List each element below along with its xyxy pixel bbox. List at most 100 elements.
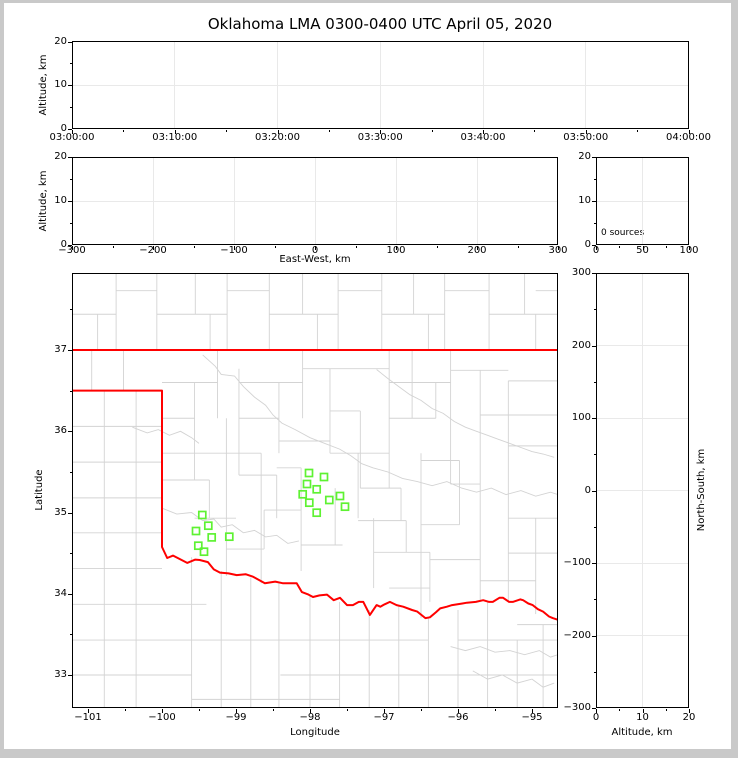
y-tick-major (68, 431, 72, 433)
x-tick-minor (355, 246, 357, 248)
y-tick-minor (594, 599, 596, 601)
county-river-line (472, 670, 555, 688)
y-tick-major (68, 512, 72, 514)
tick-label: 200 (467, 245, 487, 256)
y-tick-minor (70, 634, 72, 636)
tick-label: −200 (563, 629, 591, 641)
county-river-line (132, 426, 200, 444)
tick-label: 300 (571, 267, 591, 278)
gridline-h (72, 84, 689, 86)
lma-station-marker (302, 479, 312, 489)
x-tick-major (72, 246, 73, 250)
x-tick-minor (328, 130, 330, 132)
lma-station-marker (298, 489, 308, 499)
x-tick-minor (665, 709, 667, 711)
y-tick-major (68, 675, 72, 676)
tick-label: 100 (679, 245, 699, 256)
lma-station-marker (312, 484, 322, 494)
y-tick-major (592, 563, 596, 564)
x-tick-minor (534, 130, 536, 132)
tick-label: 20 (682, 712, 696, 723)
y-tick-minor (594, 454, 596, 456)
y-tick-major (592, 245, 596, 246)
x-tick-minor (273, 709, 274, 711)
y-tick-minor (70, 390, 72, 392)
tick-label: −99 (225, 712, 247, 723)
y-tick-minor (70, 107, 72, 109)
tick-label: 03:20:00 (255, 132, 300, 143)
time-height-panel (72, 41, 689, 129)
x-tick-minor (436, 246, 438, 248)
tick-label: −300 (563, 702, 591, 713)
plot-title: Oklahoma LMA 0300-0400 UTC April 05, 202… (207, 15, 553, 33)
tick-label: 0 (592, 712, 600, 723)
y-tick-major (68, 201, 72, 202)
y-tick-minor (70, 471, 72, 473)
tick-label: −200 (139, 245, 167, 256)
tick-label: 37 (54, 344, 67, 355)
tick-label: 35 (54, 506, 67, 518)
x-tick-major (88, 709, 89, 713)
tick-label: 10 (54, 195, 67, 206)
y-tick-minor (70, 309, 72, 311)
x-tick-minor (123, 130, 125, 132)
y-tick-major (592, 635, 596, 637)
gridline-h (596, 635, 689, 636)
y-tick-minor (594, 526, 596, 528)
lma-station-marker (207, 533, 217, 542)
tick-label: 300 (548, 245, 568, 256)
tick-label: 04:00:00 (666, 132, 711, 143)
tick-label: 20 (578, 151, 591, 162)
y-tick-major (592, 345, 596, 347)
lma-station-marker (304, 468, 314, 478)
tick-label: 10 (578, 195, 591, 206)
ew-height-panel (72, 157, 558, 245)
lma-station-marker (312, 508, 322, 518)
x-tick-major (596, 246, 597, 250)
gridline-h (596, 200, 689, 202)
x-tick-major (689, 246, 690, 250)
y-tick-major (68, 85, 72, 87)
figure-canvas (4, 3, 731, 749)
lma-station-marker (203, 521, 213, 531)
tick-label: −96 (447, 712, 469, 723)
tick-label: 0 (584, 484, 591, 496)
tick-label: 03:50:00 (563, 132, 609, 143)
x-tick-minor (193, 246, 195, 248)
y-tick-major (592, 418, 596, 419)
x-tick-major (396, 246, 397, 250)
x-tick-major (689, 709, 690, 713)
lma-station-marker (340, 502, 350, 512)
y-tick-minor (594, 309, 596, 311)
tick-label: 0 (584, 239, 591, 250)
lma-station-marker (304, 498, 314, 508)
x-tick-minor (125, 709, 126, 711)
x-tick-major (477, 246, 478, 250)
x-tick-minor (226, 130, 228, 132)
x-tick-minor (431, 130, 433, 132)
tick-label: 03:40:00 (460, 132, 506, 143)
map-ylabel: Latitude (34, 469, 45, 511)
x-tick-minor (517, 246, 519, 248)
x-tick-major (277, 130, 279, 134)
x-tick-minor (619, 246, 621, 248)
x-tick-major (236, 709, 237, 713)
lma-station-marker (319, 472, 329, 482)
x-tick-major (234, 246, 235, 250)
ew-height-ylabel: Altitude, km (38, 170, 49, 232)
oklahoma-state-border (72, 389, 558, 621)
gridline-h (72, 200, 558, 202)
y-tick-minor (594, 671, 596, 673)
histogram-panel (596, 157, 689, 245)
tick-label: 0 (592, 245, 600, 256)
time-height-ylabel: Altitude, km (38, 54, 49, 116)
tick-label: 20 (54, 35, 67, 47)
y-tick-major (68, 350, 72, 351)
tick-label: −100 (563, 557, 591, 568)
y-tick-major (592, 273, 596, 274)
tick-label: 03:00:00 (49, 132, 95, 143)
ns-height-ylabel: North-South, km (696, 448, 707, 532)
y-tick-major (68, 157, 72, 158)
y-tick-major (68, 245, 72, 246)
